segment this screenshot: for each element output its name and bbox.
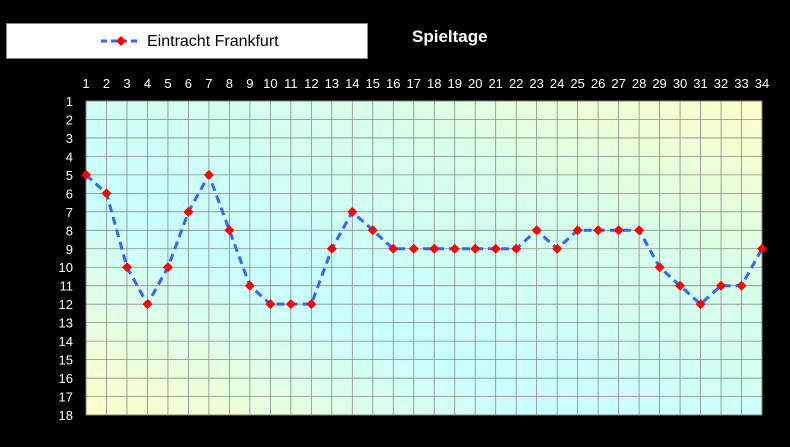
data-point: [634, 225, 645, 236]
data-point: [654, 262, 665, 273]
x-tick-label: 18: [427, 76, 441, 91]
data-point: [388, 243, 399, 254]
x-tick-label: 32: [714, 76, 728, 91]
x-tick-label: 24: [550, 76, 564, 91]
y-tick-label: 3: [66, 131, 73, 146]
x-tick-label: 9: [246, 76, 253, 91]
x-tick-label: 12: [304, 76, 318, 91]
plot-border: [85, 100, 763, 416]
x-tick-label: 23: [529, 76, 543, 91]
data-point: [101, 188, 112, 199]
data-point: [183, 206, 194, 217]
data-point: [142, 299, 153, 310]
data-point: [613, 225, 624, 236]
x-tick-label: 2: [103, 76, 110, 91]
y-tick-label: 9: [66, 242, 73, 257]
x-tick-label: 31: [693, 76, 707, 91]
data-point: [572, 225, 583, 236]
x-tick-label: 14: [345, 76, 359, 91]
data-point: [244, 280, 255, 291]
data-point: [675, 280, 686, 291]
y-tick-label: 1: [66, 94, 73, 109]
y-tick-label: 12: [59, 297, 73, 312]
x-tick-label: 25: [570, 76, 584, 91]
data-point: [367, 225, 378, 236]
data-point: [511, 243, 522, 254]
y-tick-label: 5: [66, 168, 73, 183]
x-tick-label: 13: [325, 76, 339, 91]
x-tick-label: 26: [591, 76, 605, 91]
y-tick-label: 6: [66, 186, 73, 201]
x-tick-label: 3: [123, 76, 130, 91]
x-tick-label: 1: [82, 76, 89, 91]
legend-line-marker-icon: [101, 36, 141, 46]
data-point: [531, 225, 542, 236]
data-point: [408, 243, 419, 254]
x-tick-label: 5: [164, 76, 171, 91]
data-point: [716, 280, 727, 291]
x-tick-label: 29: [652, 76, 666, 91]
data-point: [593, 225, 604, 236]
x-tick-label: 19: [447, 76, 461, 91]
data-point: [326, 243, 337, 254]
data-point: [162, 262, 173, 273]
x-tick-label: 33: [734, 76, 748, 91]
y-tick-label: 16: [59, 371, 73, 386]
data-point: [121, 262, 132, 273]
data-point: [306, 299, 317, 310]
x-tick-label: 34: [755, 76, 769, 91]
x-tick-label: 10: [263, 76, 277, 91]
x-tick-label: 28: [632, 76, 646, 91]
data-point: [736, 280, 747, 291]
x-tick-label: 11: [284, 76, 298, 91]
data-point: [449, 243, 460, 254]
x-tick-label: 6: [185, 76, 192, 91]
y-tick-label: 11: [60, 279, 74, 294]
x-tick-label: 8: [226, 76, 233, 91]
data-point: [224, 225, 235, 236]
y-tick-label: 4: [66, 149, 73, 164]
y-tick-label: 8: [66, 223, 73, 238]
x-tick-label: 7: [205, 76, 212, 91]
y-tick-label: 10: [59, 260, 73, 275]
data-point: [81, 169, 91, 180]
legend-label: Eintracht Frankfurt: [147, 33, 279, 50]
data-point: [285, 299, 296, 310]
data-point: [490, 243, 501, 254]
data-point: [265, 299, 276, 310]
y-tick-label: 13: [59, 316, 73, 331]
legend: Eintracht Frankfurt: [6, 23, 368, 59]
x-tick-label: 27: [611, 76, 625, 91]
chart-title: Spieltage: [412, 27, 488, 46]
y-tick-label: 15: [59, 353, 73, 368]
data-point: [203, 169, 214, 180]
data-point: [695, 299, 706, 310]
x-tick-label: 20: [468, 76, 482, 91]
y-tick-label: 17: [59, 390, 73, 405]
x-tick-label: 16: [386, 76, 400, 91]
y-tick-label: 7: [66, 205, 73, 220]
data-point: [757, 243, 767, 254]
x-tick-label: 30: [673, 76, 687, 91]
data-point: [347, 206, 358, 217]
x-tick-label: 22: [509, 76, 523, 91]
x-tick-label: 4: [144, 76, 151, 91]
plot-area: [86, 101, 762, 415]
x-tick-label: 15: [366, 76, 380, 91]
y-tick-label: 18: [59, 408, 73, 423]
data-point: [470, 243, 481, 254]
x-tick-label: 21: [488, 76, 502, 91]
data-point: [552, 243, 563, 254]
data-point: [429, 243, 440, 254]
series-line: [84, 171, 764, 308]
y-tick-label: 2: [66, 112, 73, 127]
x-tick-label: 17: [407, 76, 421, 91]
y-tick-label: 14: [59, 334, 73, 349]
